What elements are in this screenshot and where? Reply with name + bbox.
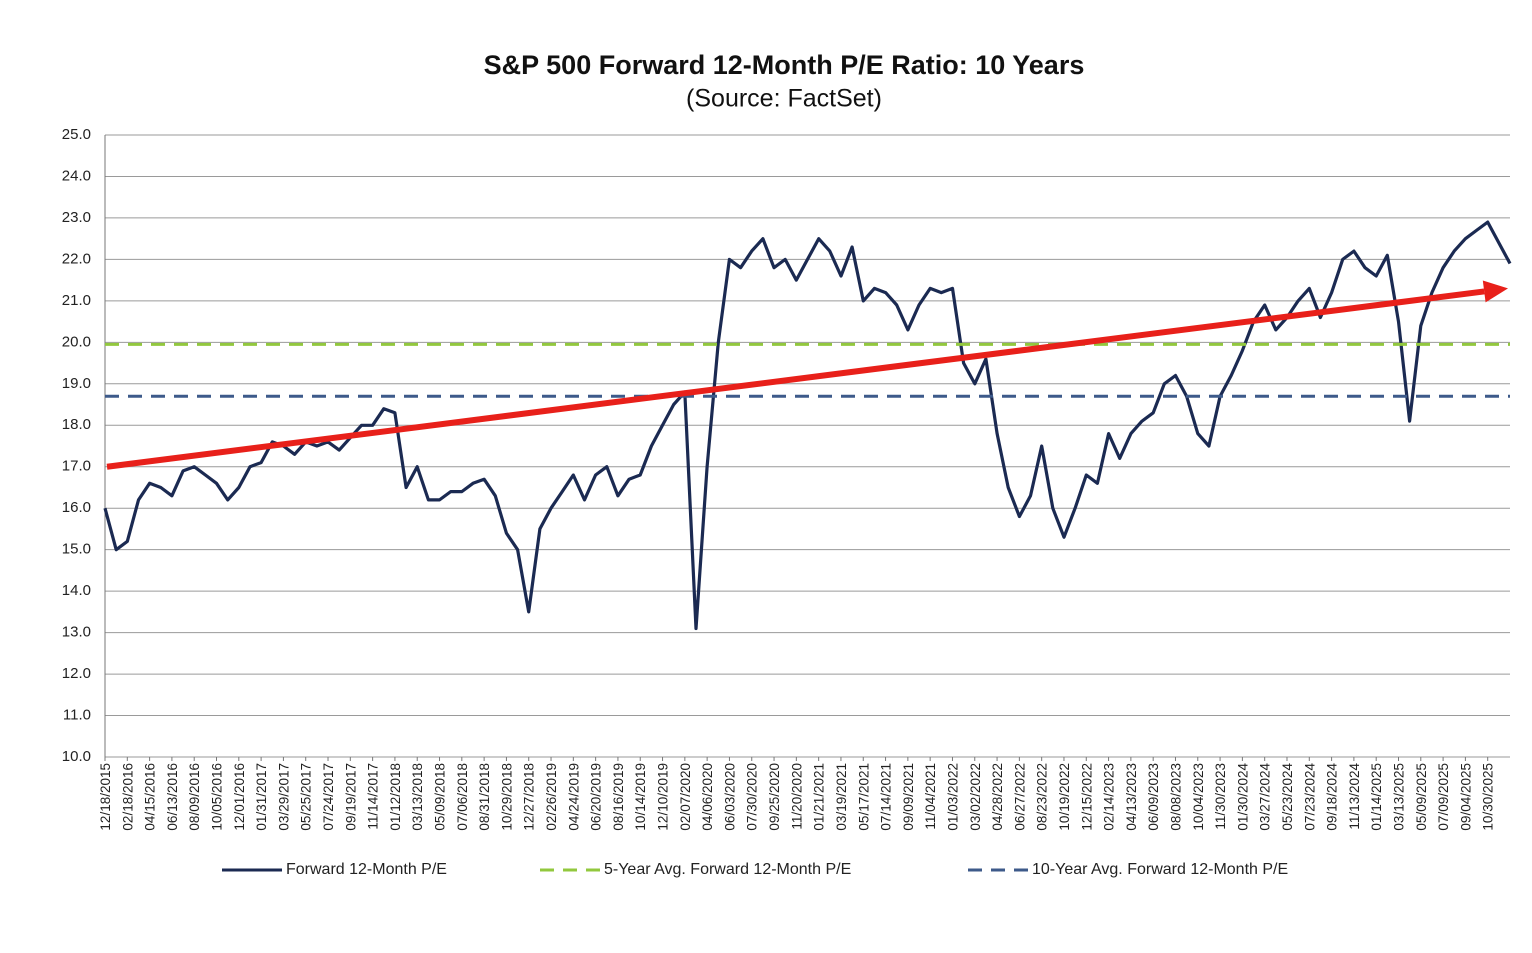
y-tick-label: 22.0: [62, 250, 91, 267]
x-tick-label: 12/18/2015: [98, 763, 113, 831]
x-tick-label: 03/02/2022: [968, 763, 983, 831]
trend-line: [106, 288, 1485, 470]
series-line: [103, 220, 1512, 631]
x-tick-label: 01/21/2021: [812, 763, 827, 831]
x-tick-label: 03/19/2021: [834, 763, 849, 831]
x-tick-label: 07/14/2021: [879, 763, 894, 831]
x-tick-label: 02/18/2016: [120, 763, 135, 831]
x-tick-label: 12/27/2018: [522, 763, 537, 831]
legend-label: 5-Year Avg. Forward 12-Month P/E: [604, 861, 851, 878]
x-tick-label: 04/06/2020: [700, 763, 715, 831]
y-tick-label: 19.0: [62, 375, 91, 392]
x-tick-label: 05/25/2017: [299, 763, 314, 831]
y-tick-label: 14.0: [62, 582, 91, 599]
x-tick-label: 06/27/2022: [1012, 763, 1027, 831]
legend-item: Forward 12-Month P/E: [222, 861, 447, 878]
y-tick-label: 24.0: [62, 167, 91, 184]
x-tick-label: 04/28/2022: [990, 763, 1005, 831]
x-tick-label: 06/13/2016: [165, 763, 180, 831]
legend-item: 10-Year Avg. Forward 12-Month P/E: [968, 861, 1288, 878]
x-tick-label: 10/30/2025: [1481, 763, 1496, 831]
y-tick-label: 15.0: [62, 541, 91, 558]
x-tick-label: 01/30/2024: [1235, 763, 1250, 831]
y-tick-label: 21.0: [62, 292, 91, 309]
y-tick-label: 13.0: [62, 624, 91, 641]
y-tick-label: 11.0: [63, 707, 91, 724]
x-tick-label: 10/04/2023: [1191, 763, 1206, 831]
y-tick-label: 25.0: [62, 126, 91, 143]
y-tick-label: 10.0: [62, 748, 91, 765]
x-tick-label: 09/19/2017: [343, 763, 358, 831]
x-tick-label: 01/12/2018: [388, 763, 403, 831]
x-tick-label: 06/20/2019: [589, 763, 604, 831]
x-tick-label: 07/09/2025: [1436, 763, 1451, 831]
x-tick-label: 03/13/2025: [1391, 763, 1406, 831]
x-tick-label: 01/31/2017: [254, 763, 269, 831]
x-tick-label: 11/13/2024: [1347, 763, 1362, 830]
x-tick-label: 04/24/2019: [566, 763, 581, 831]
x-tick-label: 09/25/2020: [767, 763, 782, 831]
x-tick-label: 08/09/2016: [187, 763, 202, 831]
chart-subtitle: (Source: FactSet): [686, 85, 882, 113]
x-tick-label: 05/17/2021: [856, 763, 871, 831]
x-tick-label: 06/03/2020: [722, 763, 737, 831]
y-tick-label: 16.0: [62, 499, 91, 516]
x-tick-label: 01/03/2022: [945, 763, 960, 831]
x-tick-label: 10/29/2018: [499, 763, 514, 831]
x-tick-label: 10/19/2022: [1057, 763, 1072, 831]
legend-label: 10-Year Avg. Forward 12-Month P/E: [1032, 861, 1288, 878]
x-tick-label: 05/09/2025: [1414, 763, 1429, 831]
y-tick-label: 12.0: [62, 665, 91, 682]
x-tick-label: 07/24/2017: [321, 763, 336, 831]
x-tick-label: 12/10/2019: [656, 763, 671, 831]
x-tick-label: 07/06/2018: [455, 763, 470, 831]
x-tick-label: 10/05/2016: [210, 763, 225, 831]
x-tick-label: 11/04/2021: [923, 763, 938, 830]
y-tick-label: 20.0: [62, 333, 91, 350]
y-tick-label: 17.0: [62, 458, 91, 475]
x-tick-label: 07/30/2020: [745, 763, 760, 831]
x-tick-label: 03/13/2018: [410, 763, 425, 831]
x-tick-label: 05/23/2024: [1280, 763, 1295, 831]
x-tick-label: 10/14/2019: [633, 763, 648, 831]
x-tick-label: 07/23/2024: [1302, 763, 1317, 831]
x-tick-label: 09/18/2024: [1325, 763, 1340, 831]
legend-item: 5-Year Avg. Forward 12-Month P/E: [540, 861, 851, 878]
x-tick-label: 08/23/2022: [1035, 763, 1050, 831]
x-tick-label: 03/29/2017: [276, 763, 291, 831]
x-tick-label: 04/15/2016: [143, 763, 158, 831]
x-tick-label: 08/31/2018: [477, 763, 492, 831]
x-tick-label: 11/30/2023: [1213, 763, 1228, 830]
x-tick-label: 02/07/2020: [678, 763, 693, 831]
x-tick-label: 06/09/2023: [1146, 763, 1161, 831]
x-tick-label: 09/09/2021: [901, 763, 916, 831]
x-tick-label: 11/14/2017: [366, 763, 381, 830]
x-tick-label: 12/15/2022: [1079, 763, 1094, 831]
x-tick-label: 03/27/2024: [1258, 763, 1273, 831]
x-tick-label: 02/14/2023: [1102, 763, 1117, 831]
trend-arrowhead: [1482, 280, 1508, 303]
y-tick-label: 18.0: [62, 416, 91, 433]
x-tick-label: 02/26/2019: [544, 763, 559, 831]
x-tick-label: 08/16/2019: [611, 763, 626, 831]
chart-title: S&P 500 Forward 12-Month P/E Ratio: 10 Y…: [484, 50, 1085, 80]
legend-label: Forward 12-Month P/E: [286, 861, 447, 878]
y-tick-label: 23.0: [62, 209, 91, 226]
x-tick-label: 08/08/2023: [1168, 763, 1183, 831]
x-tick-label: 09/04/2025: [1458, 763, 1473, 831]
x-tick-label: 01/14/2025: [1369, 763, 1384, 831]
x-tick-label: 04/13/2023: [1124, 763, 1139, 831]
x-tick-label: 05/09/2018: [433, 763, 448, 831]
x-tick-label: 11/20/2020: [789, 763, 804, 830]
x-tick-label: 12/01/2016: [232, 763, 247, 831]
